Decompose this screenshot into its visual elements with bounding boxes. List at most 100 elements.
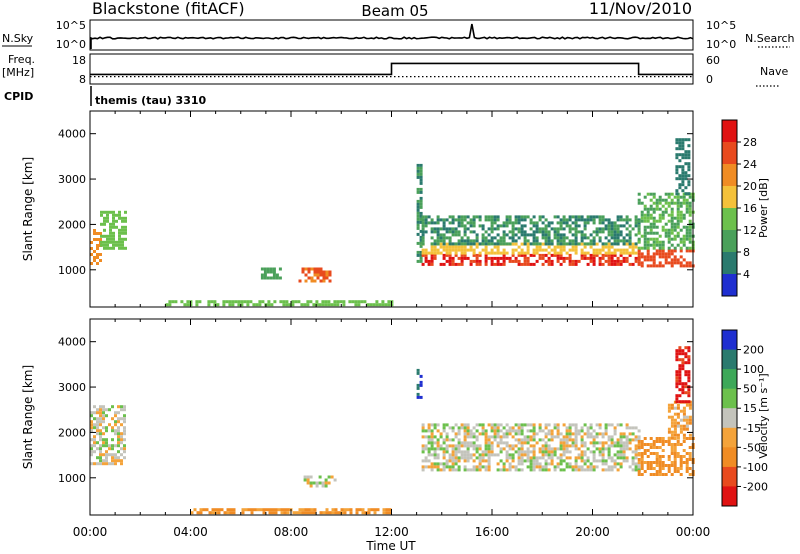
- data-cell: [460, 245, 464, 249]
- data-cell: [544, 236, 548, 240]
- data-cell: [675, 379, 679, 383]
- data-cell: [681, 388, 685, 392]
- data-cell: [577, 215, 581, 219]
- data-cell: [673, 467, 677, 470]
- data-cell: [625, 459, 629, 463]
- data-cell: [643, 470, 647, 473]
- data-cell: [529, 429, 533, 433]
- data-cell: [658, 240, 662, 244]
- noise-sky-line: [89, 23, 694, 49]
- data-cell: [652, 443, 656, 446]
- data-cell: [490, 262, 494, 266]
- data-cell: [490, 230, 494, 234]
- data-cell: [544, 459, 548, 463]
- data-cell: [679, 249, 683, 253]
- data-cell: [622, 441, 626, 445]
- data-cell: [424, 447, 428, 451]
- data-cell: [103, 243, 106, 247]
- data-cell: [93, 441, 96, 445]
- data-cell: [559, 438, 563, 442]
- data-cell: [232, 508, 236, 512]
- data-cell: [100, 213, 103, 217]
- data-cell: [532, 435, 536, 439]
- data-cell: [556, 221, 560, 225]
- velocity-panel-background: [90, 319, 693, 515]
- data-cell: [436, 423, 440, 427]
- data-cell: [361, 511, 365, 515]
- data-cell: [246, 300, 250, 304]
- data-cell: [313, 270, 317, 274]
- data-cell: [103, 222, 106, 226]
- data-cell: [496, 441, 500, 445]
- data-cell: [553, 468, 557, 472]
- data-cell: [457, 468, 461, 472]
- data-cell: [589, 245, 593, 249]
- data-cell: [670, 403, 674, 407]
- colorbar-tick-label: 4: [743, 268, 750, 281]
- data-cell: [448, 456, 452, 460]
- data-cell: [514, 423, 518, 427]
- data-cell: [649, 446, 653, 449]
- freq-right-tick-top: 60: [706, 54, 720, 67]
- data-cell: [628, 230, 632, 234]
- data-cell: [427, 251, 431, 255]
- data-cell: [472, 221, 476, 225]
- data-cell: [664, 252, 668, 256]
- data-cell: [124, 231, 127, 235]
- data-cell: [375, 300, 379, 304]
- data-cell: [463, 242, 467, 246]
- data-cell: [592, 262, 596, 266]
- data-cell: [678, 141, 682, 145]
- data-cell: [523, 453, 527, 457]
- data-cell: [511, 429, 515, 433]
- data-cell: [687, 346, 691, 350]
- data-cell: [419, 217, 423, 221]
- data-cell: [463, 450, 467, 454]
- data-cell: [667, 201, 671, 205]
- data-cell: [442, 256, 446, 260]
- data-cell: [649, 264, 653, 268]
- data-cell: [260, 273, 264, 277]
- data-cell: [307, 276, 311, 280]
- data-cell: [526, 441, 530, 445]
- data-cell: [556, 251, 560, 255]
- data-cell: [490, 429, 494, 433]
- data-cell: [211, 511, 215, 515]
- data-cell: [553, 447, 557, 451]
- data-cell: [427, 426, 431, 430]
- data-cell: [622, 239, 626, 243]
- data-cell: [216, 303, 220, 307]
- data-cell: [475, 253, 479, 257]
- data-cell: [670, 219, 674, 223]
- data-cell: [640, 234, 644, 238]
- data-cell: [586, 459, 590, 463]
- data-cell: [442, 242, 446, 246]
- data-cell: [102, 459, 105, 463]
- data-cell: [484, 262, 488, 266]
- data-cell: [526, 456, 530, 460]
- data-cell: [433, 256, 437, 260]
- data-cell: [682, 243, 686, 247]
- data-cell: [544, 423, 548, 427]
- data-cell: [472, 468, 476, 472]
- data-cell: [454, 245, 458, 249]
- data-cell: [559, 447, 563, 451]
- data-cell: [123, 447, 126, 451]
- data-cell: [604, 251, 608, 255]
- data-cell: [419, 214, 423, 218]
- data-cell: [457, 262, 461, 266]
- data-cell: [508, 447, 512, 451]
- data-cell: [664, 231, 668, 235]
- data-cell: [229, 508, 233, 512]
- data-cell: [676, 467, 680, 470]
- data-cell: [496, 462, 500, 466]
- data-cell: [592, 218, 596, 222]
- data-cell: [670, 216, 674, 220]
- data-cell: [562, 447, 566, 451]
- data-cell: [445, 251, 449, 255]
- data-cell: [625, 242, 629, 246]
- data-cell: [577, 429, 581, 433]
- data-cell: [460, 253, 464, 257]
- data-cell: [460, 441, 464, 445]
- data-cell: [463, 456, 467, 460]
